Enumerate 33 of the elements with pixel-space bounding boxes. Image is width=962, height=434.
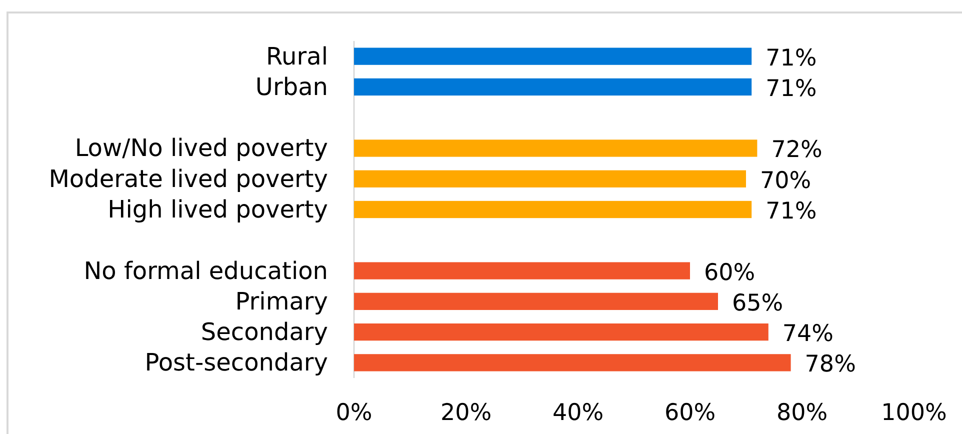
data-label: 71% [766,45,817,72]
y-tick-label: Moderate lived poverty [48,164,328,193]
data-label: 60% [704,260,756,286]
y-tick-label: Urban [255,72,328,101]
y-tick-label: High lived poverty [108,196,328,224]
data-label: 72% [771,137,822,164]
bar [354,292,718,310]
y-tick-label: Low/No lived poverty [74,134,328,162]
x-tick-label: 0% [336,400,372,426]
bar [354,140,758,157]
bar [354,48,752,65]
y-tick-label: Primary [235,287,328,316]
y-tick-label: Rural [266,42,328,70]
data-label: 74% [782,321,834,348]
x-tick-label: 100% [881,400,947,426]
data-label: 70% [760,168,812,194]
data-label: 71% [766,76,817,102]
bar [354,200,752,218]
data-label: 78% [804,352,856,378]
y-tick-label: Post-secondary [144,348,328,377]
x-tick-label: 60% [664,400,716,426]
x-tick-label: 80% [776,400,828,426]
data-label: 71% [766,198,817,224]
y-tick-label: Secondary [200,318,328,346]
x-tick-label: 20% [440,400,492,426]
data-label: 65% [732,290,784,316]
bar [354,354,791,372]
y-tick-label: No formal education [84,256,328,285]
bar [354,262,690,280]
bar [354,78,752,96]
bar [354,170,746,188]
bar [354,323,768,341]
x-tick-label: 40% [552,400,604,426]
